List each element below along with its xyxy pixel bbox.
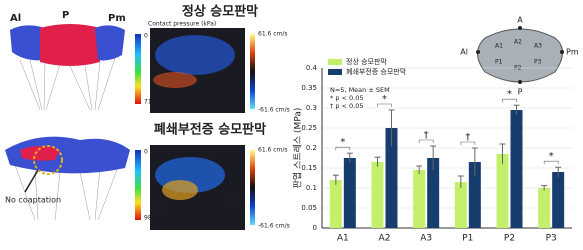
x-tick-label: A1 <box>337 234 349 244</box>
echo-image-mr <box>150 145 245 230</box>
diagram-label: P <box>518 88 523 97</box>
y-tick-label: 0.15 <box>301 164 317 172</box>
y-tick-label: 0.35 <box>301 84 317 92</box>
significance-bracket <box>543 160 559 165</box>
legend-swatch <box>328 59 342 65</box>
colorbar-title: Contact pressure (kPa) <box>148 21 216 28</box>
colorbar <box>250 150 255 225</box>
bar <box>385 128 398 228</box>
leaflet-label: Al <box>10 13 21 24</box>
bar <box>510 110 523 228</box>
annotation: No coaptation <box>5 196 61 205</box>
bar <box>552 172 565 228</box>
bar <box>413 170 426 228</box>
bar <box>538 188 551 228</box>
bar <box>496 154 509 228</box>
diagram-label: A2 <box>514 39 522 46</box>
significance-mark: † <box>424 130 429 141</box>
diagram-label: A1 <box>495 43 503 50</box>
note: † p < 0.05 <box>330 102 364 110</box>
leaflet-label: P <box>62 10 69 21</box>
panel-title: 정상 승모판막 <box>182 4 258 20</box>
valve-model-mr <box>5 136 130 221</box>
significance-mark: * <box>549 151 554 162</box>
x-tick-label: P1 <box>462 234 473 244</box>
colorbar <box>135 150 141 220</box>
colorbar-label: -61.6 cm/s <box>258 223 290 230</box>
significance-mark: † <box>465 132 470 143</box>
colorbar <box>250 34 255 109</box>
colorbar-label: 61.6 cm/s <box>258 147 288 154</box>
bar <box>343 158 356 228</box>
y-tick-label: 0.05 <box>301 204 317 212</box>
diagram-label: A <box>517 16 523 25</box>
diagram-label: Al <box>460 48 468 57</box>
significance-bracket <box>377 103 392 107</box>
diagram-label: A3 <box>534 43 542 50</box>
colorbar-label: -61.6 cm/s <box>258 107 290 114</box>
colorbar-label: 61.6 cm/s <box>258 31 288 38</box>
echo-image-normal <box>150 28 245 113</box>
significance-bracket <box>502 98 517 103</box>
x-tick-label: A2 <box>379 234 391 244</box>
legend-label: 정상 승모판막 <box>346 57 387 66</box>
note: N=5, Mean ± SEM <box>330 86 390 94</box>
x-tick-label: A3 <box>420 234 432 244</box>
legend-swatch <box>328 69 342 75</box>
legend-label: 폐쇄부전증 승모판막 <box>346 67 407 76</box>
x-tick-label: P3 <box>546 234 557 244</box>
panel-title: 폐쇄부전증 승모판막 <box>154 122 266 138</box>
y-tick-label: 0 <box>313 224 317 232</box>
significance-bracket <box>335 146 351 151</box>
note: * p < 0.05 <box>330 94 364 102</box>
bar-chart: 판엽 스트레스 (MPa) 0 0.05 0.1 0.15 0.2 0.25 0.3 0.35 0… <box>293 57 572 244</box>
significance-bracket <box>418 139 434 143</box>
diagram-label: P1 <box>495 59 503 66</box>
significance-mark: * <box>507 89 512 100</box>
bar <box>454 182 467 228</box>
colorbar-label: 0 <box>144 33 148 40</box>
diagram-label: Pm <box>566 48 579 57</box>
colorbar <box>135 34 141 104</box>
colorbar-label: 98 <box>144 215 152 222</box>
leaflet-label: Pm <box>108 13 126 24</box>
significance-mark: * <box>382 94 387 105</box>
y-tick-label: 0.2 <box>306 144 317 152</box>
echo-label: A1/A2 <box>225 197 243 204</box>
bar <box>329 180 342 228</box>
echo-label: P2 P3 <box>152 207 169 214</box>
significance-bracket <box>460 141 476 145</box>
bar <box>427 158 440 228</box>
bar <box>468 162 481 228</box>
x-tick-label: P2 <box>504 234 515 244</box>
valve-model-normal <box>10 24 125 111</box>
significance-mark: * <box>340 137 345 148</box>
y-tick-label: 0.25 <box>301 124 317 132</box>
y-tick-label: 0.1 <box>306 184 317 192</box>
mitral-diagram <box>476 26 564 84</box>
y-tick-label: 0.4 <box>306 64 318 72</box>
colorbar-label: 71 <box>144 99 152 106</box>
y-axis-label: 판엽 스트레스 (MPa) <box>293 108 304 189</box>
colorbar-label: 0 <box>144 149 148 156</box>
y-tick-label: 0.3 <box>306 104 317 112</box>
diagram-label: P3 <box>534 59 542 66</box>
bar <box>371 162 384 228</box>
